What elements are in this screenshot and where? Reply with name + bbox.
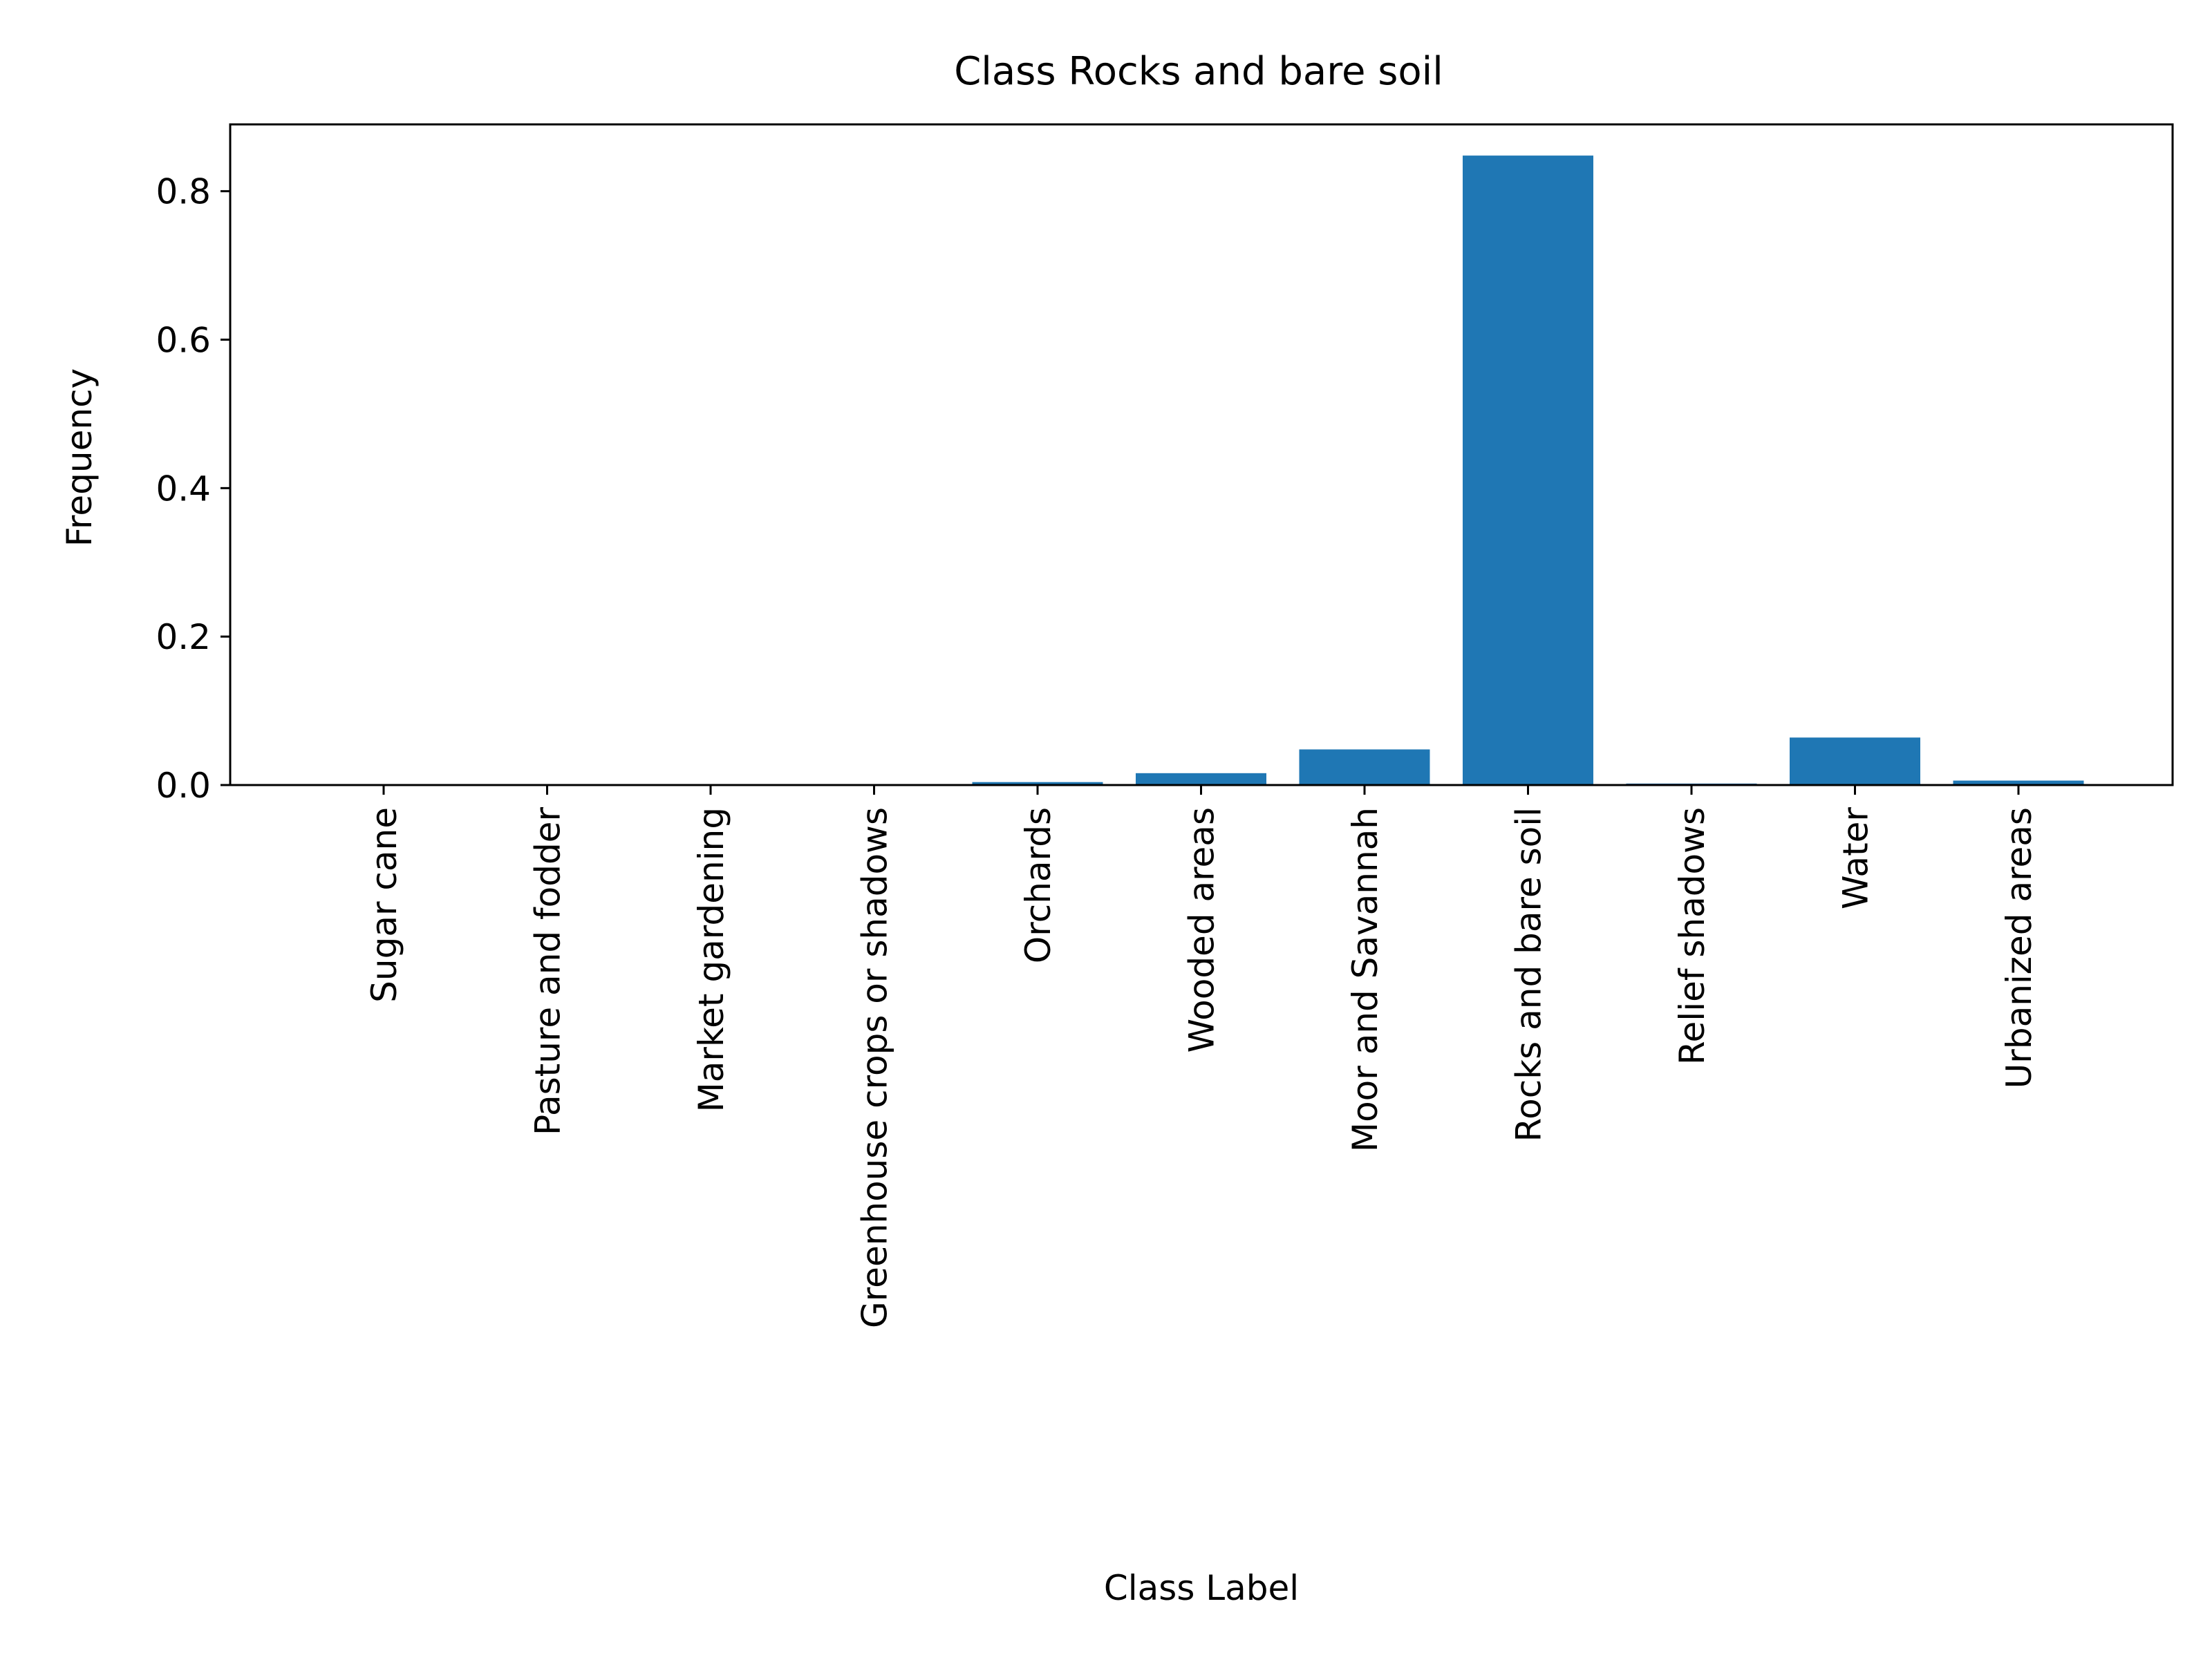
bars-group (972, 155, 2084, 785)
x-tick-label: Market gardening (691, 807, 731, 1112)
x-tick-label: Moor and Savannah (1345, 807, 1385, 1152)
x-tick-label: Pasture and fodder (528, 807, 568, 1135)
x-axis: Sugar cane Pasture and fodder Market garde… (364, 785, 2039, 1328)
x-tick-label: Urbanized areas (1999, 807, 2039, 1088)
y-axis-label: Frequency (59, 368, 100, 547)
y-tick-label: 0.6 (156, 321, 211, 361)
x-tick-label: Water (1836, 807, 1876, 909)
bar-moor-and-savannah (1299, 749, 1430, 785)
bar-urbanized-areas (1953, 780, 2084, 785)
bar-orchards (972, 782, 1103, 785)
y-tick-label: 0.8 (156, 172, 211, 212)
bar-water (1790, 737, 1920, 785)
x-tick-label: Orchards (1018, 807, 1058, 963)
chart-title: Class Rocks and bare soil (954, 49, 1443, 94)
x-tick-label: Sugar cane (364, 807, 404, 1003)
bar-wooded-areas (1136, 773, 1266, 785)
y-tick-label: 0.2 (156, 617, 211, 657)
bar-rocks-and-bare-soil (1463, 155, 1593, 785)
x-tick-label: Rocks and bare soil (1509, 807, 1549, 1142)
x-axis-label: Class Label (1104, 1568, 1299, 1608)
y-tick-label: 0.4 (156, 469, 211, 509)
x-tick-label: Wooded areas (1182, 807, 1222, 1052)
x-tick-label: Relief shadows (1672, 807, 1712, 1065)
y-tick-label: 0.0 (156, 766, 211, 806)
x-tick-label: Greenhouse crops or shadows (855, 807, 895, 1328)
y-axis: 0.0 0.2 0.4 0.6 0.8 (156, 172, 230, 806)
